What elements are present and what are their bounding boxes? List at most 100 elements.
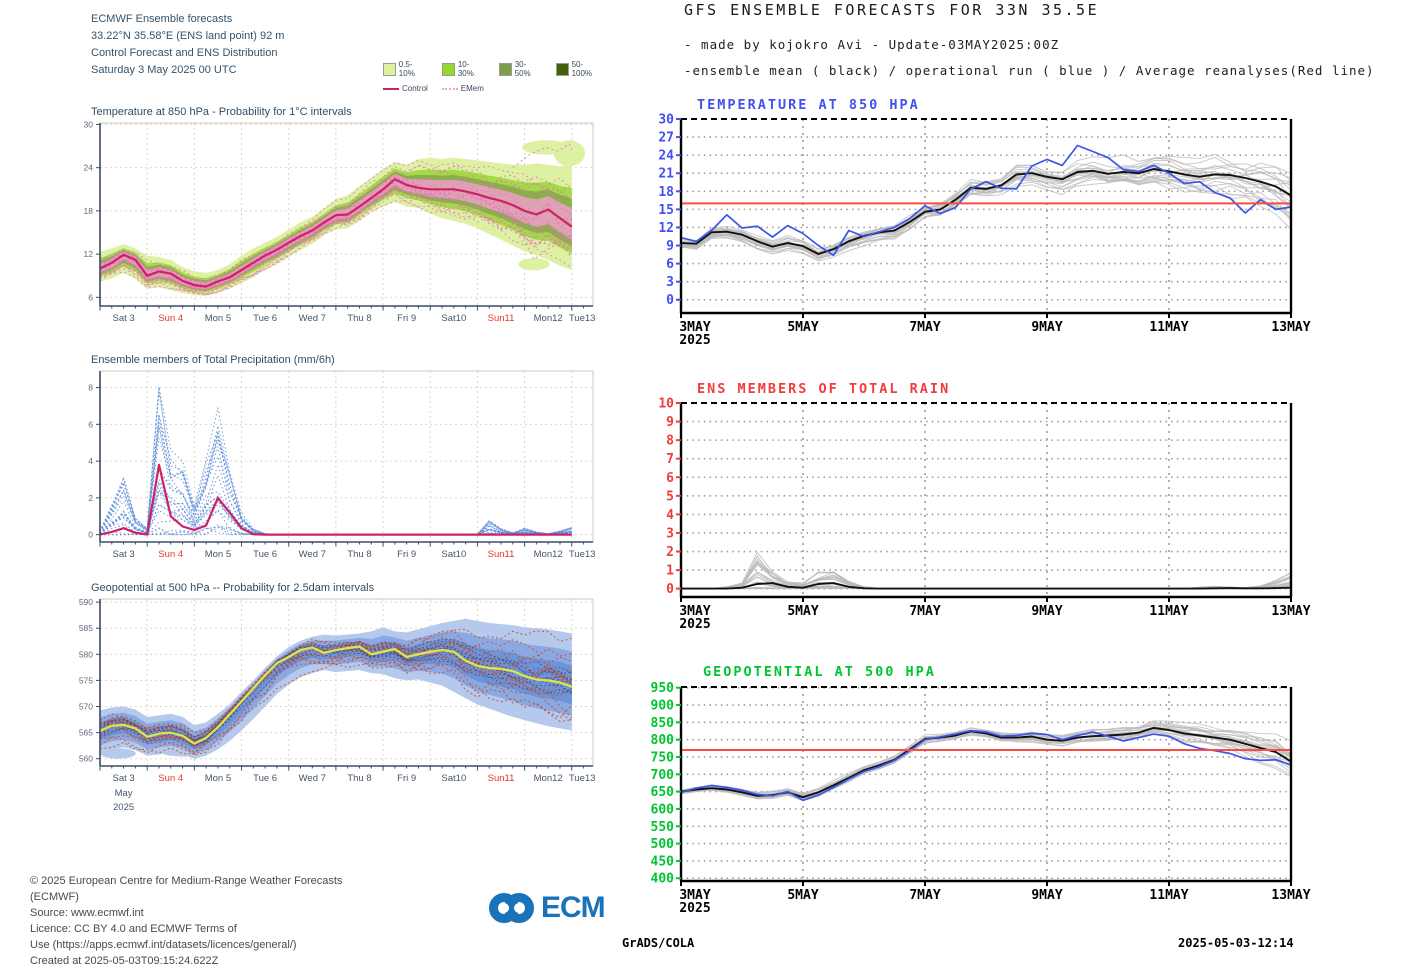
svg-text:5: 5	[666, 489, 674, 504]
ecmwf-header-location: 33.22°N 35.58°E (ENS land point) 92 m	[91, 30, 285, 42]
svg-text:5800: 5800	[650, 733, 674, 748]
svg-text:Mon 5: Mon 5	[205, 773, 231, 784]
svg-text:7MAY: 7MAY	[909, 604, 940, 619]
ecmwf-geopot-title: Geopotential at 500 hPa -- Probability f…	[91, 582, 375, 594]
svg-text:0: 0	[666, 582, 674, 597]
legend-band-label: 30-50%	[514, 60, 531, 78]
ecmwf-temp850-chart: 6 12 18 24 30 Sat 3 Sun 4 Mon 5 Tue 6 Wed 7 Thu 8 F…	[84, 119, 596, 324]
svg-text:7MAY: 7MAY	[909, 320, 940, 335]
ecmwf-precip-chart: 0 2 4 6 8 Sat 3 Sun 4 Mon 5 Tue 6 Wed 7 Thu 8 Fri 9…	[88, 370, 595, 560]
svg-text:30: 30	[84, 119, 94, 129]
svg-text:565: 565	[79, 728, 93, 738]
svg-text:2025: 2025	[113, 802, 134, 813]
svg-text:2: 2	[88, 493, 93, 503]
svg-text:18: 18	[84, 206, 94, 216]
gfs-rain-title: ENS MEMBERS OF TOTAL RAIN	[697, 381, 951, 397]
legend-line-label: Control	[402, 84, 428, 93]
svg-text:Wed 7: Wed 7	[299, 773, 326, 784]
svg-text:13MAY: 13MAY	[1271, 888, 1310, 903]
legend-lines: Control EMem	[383, 84, 603, 93]
ecmwf-header-type: Control Forecast and ENS Distribution	[91, 47, 278, 59]
svg-text:18: 18	[658, 185, 674, 200]
legend-line-0: Control	[383, 84, 428, 93]
svg-text:0: 0	[666, 293, 674, 308]
svg-text:2025: 2025	[679, 901, 710, 916]
svg-text:2: 2	[666, 545, 674, 560]
svg-text:24: 24	[84, 163, 94, 173]
svg-text:May: May	[115, 788, 133, 799]
svg-text:Sun 4: Sun 4	[158, 773, 183, 784]
svg-text:5550: 5550	[650, 820, 674, 835]
svg-text:7: 7	[666, 452, 674, 467]
svg-text:6: 6	[666, 257, 674, 272]
legend-band-label: 10-30%	[457, 60, 474, 78]
svg-text:560: 560	[79, 754, 93, 764]
svg-text:5900: 5900	[650, 699, 674, 714]
svg-text:Tue 6: Tue 6	[253, 773, 277, 784]
svg-text:8: 8	[666, 434, 674, 449]
svg-text:Sat10: Sat10	[441, 313, 466, 324]
svg-text:30: 30	[658, 113, 674, 128]
ecmwf-precip-title: Ensemble members of Total Precipitation …	[91, 354, 335, 366]
gfs-rain-chart: 0 1 2 3 4 5 6 7 8 9 10 3MAY 5MAY 7MAY 9MAY 11MAY 13MAY 20…	[658, 397, 1310, 633]
legend-probability-bands: 0.5-10% 10-30% 30-50% 50-100%	[383, 60, 603, 78]
legend-swatch-icon	[498, 62, 512, 76]
svg-text:Mon 5: Mon 5	[205, 549, 231, 560]
legend-line-label: EMem	[460, 84, 484, 93]
svg-text:Sun11: Sun11	[488, 773, 515, 784]
svg-text:Sat 3: Sat 3	[112, 313, 134, 324]
ecmwf-logo-icon	[489, 893, 534, 923]
svg-text:13MAY: 13MAY	[1271, 320, 1310, 335]
svg-text:Mon12: Mon12	[534, 313, 563, 324]
svg-text:585: 585	[79, 623, 93, 633]
ecmwf-header: ECMWF Ensemble forecasts 33.22°N 35.58°E…	[91, 11, 284, 79]
svg-text:4: 4	[666, 508, 674, 523]
svg-text:5700: 5700	[650, 768, 674, 783]
ecmwf-temp-title: Temperature at 850 hPa - Probability for…	[91, 106, 352, 118]
svg-text:2025: 2025	[679, 333, 710, 348]
svg-text:8: 8	[88, 383, 93, 393]
gfs-header-title: GFS ENSEMBLE FORECASTS FOR 33N 35.5E	[684, 1, 1100, 19]
svg-text:9MAY: 9MAY	[1031, 320, 1062, 335]
svg-text:6: 6	[666, 471, 674, 486]
svg-text:Sat 3: Sat 3	[112, 549, 134, 560]
svg-text:Fri 9: Fri 9	[397, 549, 416, 560]
svg-text:Sun 4: Sun 4	[158, 313, 183, 324]
svg-text:575: 575	[79, 675, 93, 685]
svg-text:9MAY: 9MAY	[1031, 604, 1062, 619]
footer-licence: Licence: CC BY 4.0 and ECMWF Terms of	[30, 923, 237, 935]
svg-text:0: 0	[88, 530, 93, 540]
grads-credits: GrADS/COLA	[622, 936, 695, 950]
gfs-temp850-chart: 0 3 6 9 12 15 18 21 24 27 30 3MAY 5MAY 7MAY 9MAY 11MAY 1…	[658, 113, 1310, 349]
gfs-geopot-title: GEOPOTENTIAL AT 500 HPA	[703, 664, 936, 680]
svg-text:Thu 8: Thu 8	[347, 549, 371, 560]
footer-copyright: © 2025 European Centre for Medium-Range …	[30, 875, 343, 887]
ecmwf-geopot-chart: 560 565 570 575 580 585 590 Sat 3 Sun 4 Mon 5 Tue …	[79, 597, 596, 813]
svg-text:3MAY: 3MAY	[679, 320, 710, 335]
svg-text:27: 27	[658, 131, 674, 146]
svg-text:10: 10	[658, 397, 674, 412]
svg-text:Mon12: Mon12	[534, 773, 563, 784]
ecmwf-legend: 0.5-10% 10-30% 30-50% 50-100% Control EMem	[383, 60, 603, 93]
svg-text:Mon12: Mon12	[534, 549, 563, 560]
svg-text:Fri 9: Fri 9	[397, 773, 416, 784]
svg-text:3: 3	[666, 526, 674, 541]
svg-text:12: 12	[658, 221, 674, 236]
legend-band-0: 0.5-10%	[383, 60, 428, 78]
svg-text:Sun11: Sun11	[488, 313, 515, 324]
svg-text:5MAY: 5MAY	[787, 604, 818, 619]
svg-text:5650: 5650	[650, 785, 674, 800]
svg-text:5950: 5950	[650, 681, 674, 696]
svg-text:Sat10: Sat10	[441, 773, 466, 784]
svg-text:5600: 5600	[650, 802, 674, 817]
svg-text:4: 4	[88, 456, 93, 466]
svg-text:Tue13: Tue13	[569, 773, 596, 784]
ecmwf-header-product: ECMWF Ensemble forecasts	[91, 13, 233, 25]
svg-text:Tue 6: Tue 6	[253, 549, 277, 560]
svg-text:Mon 5: Mon 5	[205, 313, 231, 324]
gfs-header-credit: - made by kojokro Avi - Update-03MAY2025…	[684, 37, 1060, 52]
svg-text:Fri 9: Fri 9	[397, 313, 416, 324]
svg-text:3MAY: 3MAY	[679, 888, 710, 903]
legend-line-1: EMem	[441, 84, 484, 93]
footer-copyright2: (ECMWF)	[30, 891, 79, 903]
